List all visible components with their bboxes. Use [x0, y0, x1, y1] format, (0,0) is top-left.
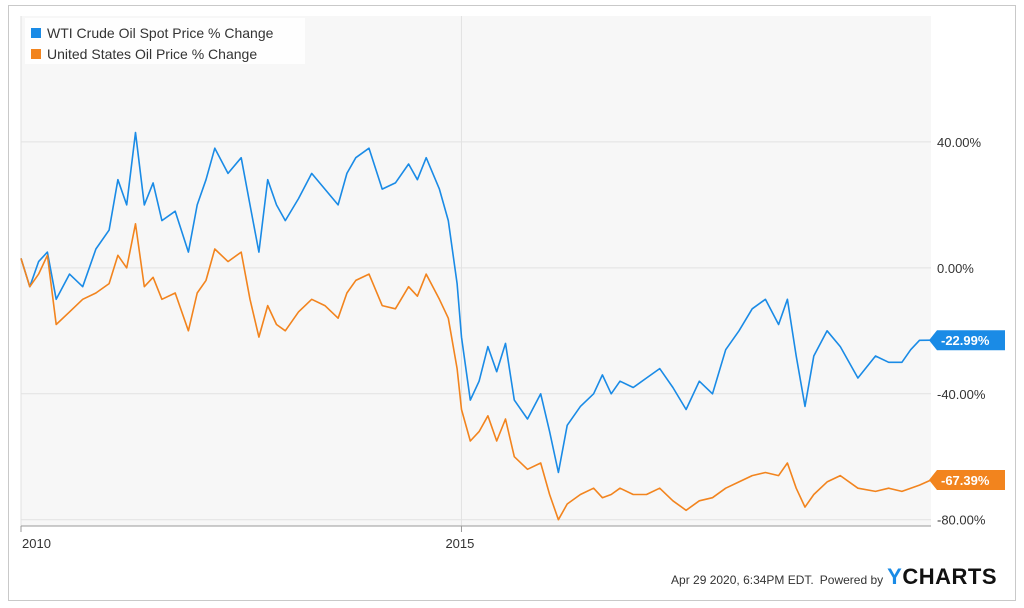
- line-chart: 40.00% 0.00% -40.00% -80.00% 2010 2015 WTI Cr…: [20, 16, 1005, 551]
- x-tick-label: 2015: [445, 536, 474, 551]
- y-tick-label: 0.00%: [937, 261, 974, 276]
- chart-footer: Apr 29 2020, 6:34PM EDT. Powered by YCHA…: [671, 564, 997, 590]
- uso-series-line: [20, 223, 932, 521]
- x-tick-label: 2010: [22, 536, 51, 551]
- legend-entry: United States Oil Price % Change: [47, 46, 257, 62]
- legend-box: [25, 18, 305, 64]
- y-tick-label: -40.00%: [937, 387, 986, 402]
- end-value-badge: [929, 330, 1005, 351]
- end-value-badge: [929, 470, 1005, 491]
- plot-area: [21, 16, 931, 526]
- end-value-label: -67.39%: [941, 473, 990, 488]
- legend-swatch: [31, 49, 41, 59]
- y-tick-label: 40.00%: [937, 135, 982, 150]
- end-value-label: -22.99%: [941, 333, 990, 348]
- legend-swatch: [31, 28, 41, 38]
- timestamp-text: Apr 29 2020, 6:34PM EDT.: [671, 573, 814, 587]
- powered-by-text: Powered by: [819, 573, 884, 587]
- y-tick-label: -80.00%: [937, 513, 986, 528]
- legend-entry: WTI Crude Oil Spot Price % Change: [47, 25, 274, 41]
- chart-frame: 40.00% 0.00% -40.00% -80.00% 2010 2015 WTI Cr…: [8, 5, 1016, 601]
- ycharts-logo[interactable]: YCHARTS: [887, 564, 997, 589]
- wti-series-line: [20, 131, 932, 474]
